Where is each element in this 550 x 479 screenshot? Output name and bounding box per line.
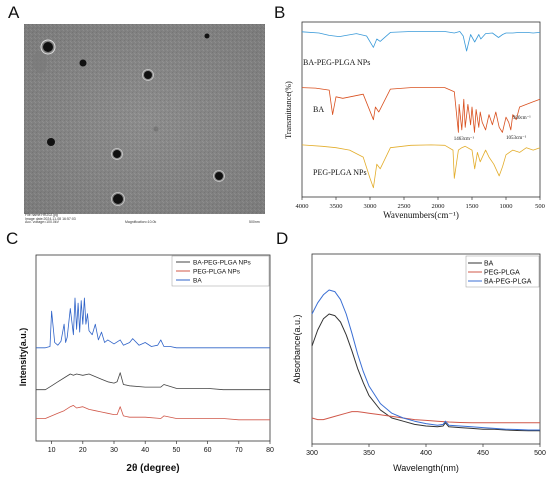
uv-legend-label-peg-plga: PEG-PLGA <box>484 269 520 276</box>
xrd-xtick-label: 60 <box>204 447 212 454</box>
uv-xlabel: Wavelength(nm) <box>393 463 459 473</box>
ftir-annotation-1463: 1463cm⁻¹ <box>454 136 475 142</box>
xrd-xtick-label: 10 <box>48 447 56 454</box>
panel-label-a: A <box>8 3 20 22</box>
uv-series-ba-peg-plga <box>311 289 540 431</box>
uv-ylabel: Absorbance(a.u.) <box>292 314 302 383</box>
xrd-xtick-label: 40 <box>141 447 149 454</box>
uv-legend <box>465 255 540 288</box>
ftir-annotation-930: 930cm⁻¹ <box>513 115 531 121</box>
panel-label-b: B <box>274 3 286 22</box>
xrd-legend-label-ba-peg-plga-nps: BA-PEG-PLGA NPs <box>193 259 252 266</box>
ftir-series-ba <box>301 87 541 133</box>
xrd-legend <box>171 255 270 287</box>
tem-date: Image date:2024-11-08 16:57:03 <box>25 216 76 221</box>
xrd-series-ba-peg-plga-nps <box>36 372 270 391</box>
tem-magnification: Magnification=10.0k <box>125 220 157 225</box>
uv-plot-frame <box>311 253 541 445</box>
ftir-ylabel: Transmittance(%) <box>284 81 293 139</box>
xrd-series-peg-plga-nps <box>36 404 270 421</box>
xrd-legend-label-peg-plga-nps: PEG-PLGA NPs <box>193 268 241 275</box>
xrd-ylabel: Intensity(a.u.) <box>18 328 28 387</box>
ftir-xtick-label: 2500 <box>398 203 411 210</box>
xrd-xlabel: 2θ (degree) <box>126 463 179 474</box>
panel-label-d: D <box>276 229 289 248</box>
xrd-xtick-label: 20 <box>79 447 87 454</box>
uv-series-ba <box>311 313 540 432</box>
xrd-xtick-label: 70 <box>235 447 243 454</box>
xrd-series-ba <box>36 297 270 349</box>
tem-voltage: Acc. voltage=100.0kV <box>25 220 59 225</box>
xrd-legend-label-ba: BA <box>193 277 202 284</box>
ftir-xtick-label: 4000 <box>296 203 309 210</box>
ftir-xlabel: Wavenumbers(cm⁻¹) <box>383 210 459 220</box>
ftir-series-ba-peg-plga-nps <box>301 31 541 52</box>
uv-xtick-label: 400 <box>420 450 432 457</box>
panel-label-c: C <box>6 229 19 248</box>
uv-series-peg-plga <box>311 411 540 424</box>
xrd-xtick-label: 30 <box>110 447 118 454</box>
uv-xtick-label: 500 <box>534 450 546 457</box>
uv-legend-label-ba: BA <box>484 260 494 267</box>
ftir-label-peg-plga: PEG-PLGA NPs <box>313 168 367 177</box>
ftir-xtick-label: 1000 <box>500 203 513 210</box>
ftir-xtick-label: 500 <box>535 203 545 210</box>
nanoparticles <box>33 33 225 206</box>
ftir-xtick-label: 3500 <box>330 203 343 210</box>
tem-filename: File name:HR202.jpg <box>25 213 58 217</box>
ftir-xtick-label: 1500 <box>466 203 479 210</box>
tem-footer: File name:HR202.jpg Image date:2024-11-0… <box>25 213 265 226</box>
uv-legend-label-ba-peg-plga: BA-PEG-PLGA <box>484 278 532 285</box>
ftir-series-peg-plga-nps <box>301 144 541 189</box>
xrd-xtick-label: 80 <box>266 447 274 454</box>
xrd-xtick-label: 50 <box>173 447 181 454</box>
tem-scale-label: 500nm <box>249 220 260 225</box>
ftir-label-ba: BA <box>313 105 324 114</box>
ftir-annotation-1053: 1053cm⁻¹ <box>506 135 527 141</box>
ftir-label-ba-peg-plga: BA-PEG-PLGA NPs <box>303 58 370 67</box>
xrd-plot-frame <box>35 254 271 442</box>
uv-xtick-label: 450 <box>477 450 489 457</box>
ftir-plot-frame <box>301 21 541 198</box>
ftir-xtick-label: 2000 <box>432 203 445 210</box>
ftir-xtick-label: 3000 <box>364 203 377 210</box>
uv-xtick-label: 300 <box>306 450 318 457</box>
uv-xtick-label: 350 <box>363 450 375 457</box>
